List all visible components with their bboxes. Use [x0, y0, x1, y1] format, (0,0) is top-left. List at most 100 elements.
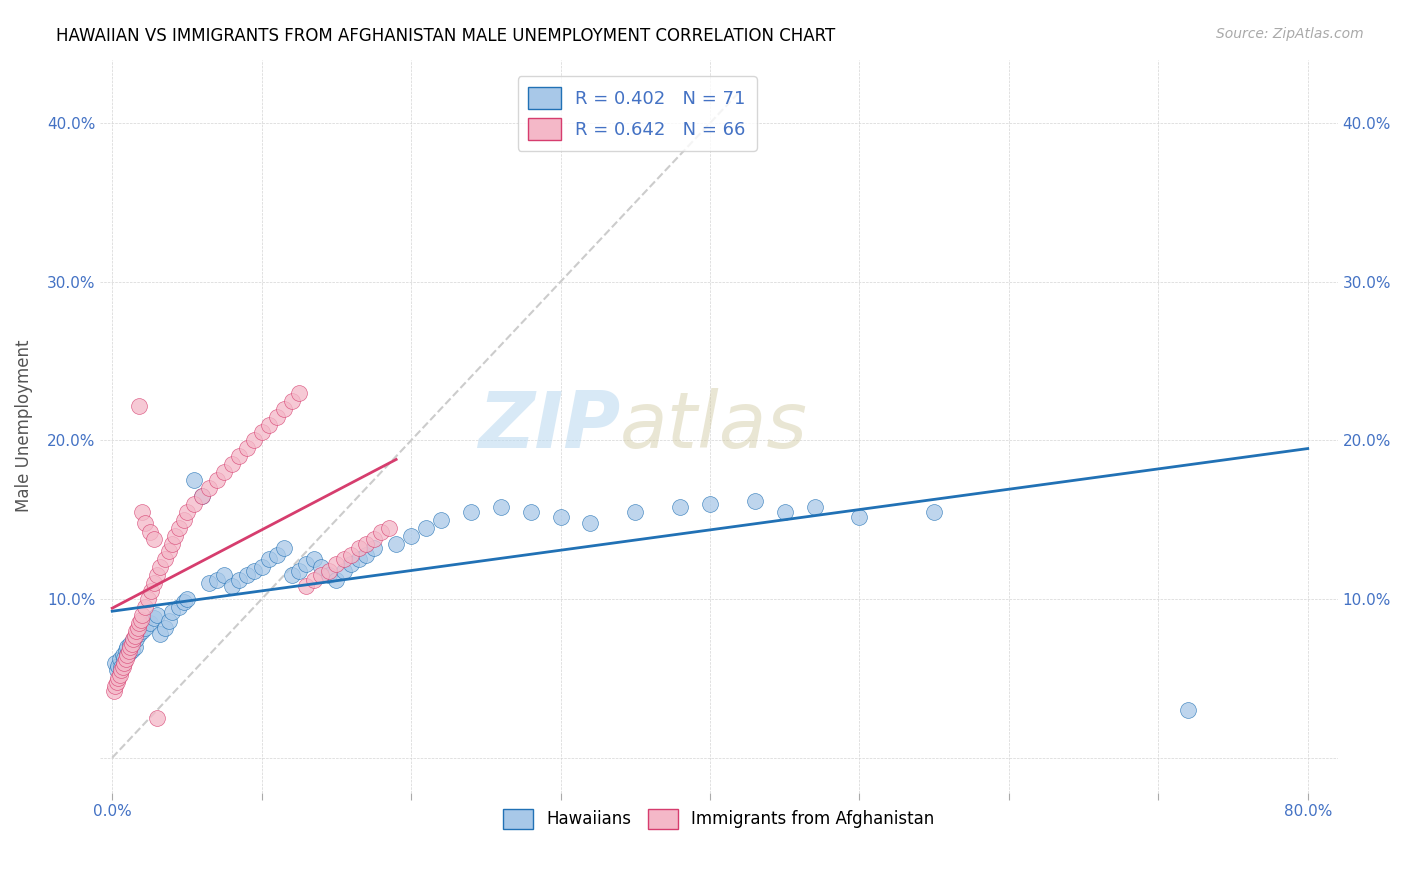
Point	[235, 442, 257, 456]
Point	[311, 560, 333, 574]
Point	[108, 652, 131, 666]
Point	[624, 505, 647, 519]
Point	[430, 513, 453, 527]
Point	[138, 525, 160, 540]
Point	[579, 516, 602, 530]
Point	[104, 679, 127, 693]
Point	[131, 505, 153, 519]
Point	[104, 656, 127, 670]
Point	[354, 548, 377, 562]
Point	[107, 672, 129, 686]
Point	[114, 643, 136, 657]
Point	[136, 592, 159, 607]
Point	[228, 573, 250, 587]
Point	[138, 615, 160, 630]
Point	[273, 401, 295, 416]
Point	[340, 548, 363, 562]
Point	[257, 552, 280, 566]
Point	[311, 568, 333, 582]
Point	[173, 595, 195, 609]
Point	[325, 573, 347, 587]
Point	[354, 536, 377, 550]
Point	[131, 624, 153, 638]
Point	[340, 557, 363, 571]
Point	[399, 528, 422, 542]
Point	[153, 552, 176, 566]
Point	[160, 536, 183, 550]
Point	[120, 640, 142, 654]
Point	[157, 544, 180, 558]
Point	[250, 560, 273, 574]
Point	[198, 481, 221, 495]
Point	[112, 650, 135, 665]
Point	[198, 576, 221, 591]
Point	[214, 465, 236, 479]
Point	[103, 684, 125, 698]
Point	[176, 592, 198, 607]
Point	[134, 516, 156, 530]
Point	[169, 521, 191, 535]
Point	[111, 648, 134, 662]
Point	[191, 489, 214, 503]
Point	[108, 668, 131, 682]
Point	[302, 573, 325, 587]
Point	[139, 584, 162, 599]
Point	[121, 643, 143, 657]
Point	[243, 564, 266, 578]
Point	[848, 509, 870, 524]
Point	[1177, 703, 1199, 717]
Point	[143, 611, 166, 625]
Point	[205, 473, 228, 487]
Point	[250, 425, 273, 440]
Point	[120, 636, 142, 650]
Point	[121, 636, 143, 650]
Text: ZIP: ZIP	[478, 388, 620, 464]
Point	[115, 640, 138, 654]
Point	[235, 568, 257, 582]
Point	[169, 600, 191, 615]
Point	[280, 568, 302, 582]
Point	[122, 632, 145, 646]
Point	[114, 652, 136, 666]
Point	[489, 500, 512, 514]
Point	[146, 607, 169, 622]
Point	[773, 505, 796, 519]
Point	[333, 564, 356, 578]
Point	[163, 528, 186, 542]
Point	[550, 509, 572, 524]
Point	[146, 568, 169, 582]
Point	[128, 399, 150, 413]
Point	[105, 674, 128, 689]
Point	[110, 664, 132, 678]
Point	[134, 621, 156, 635]
Point	[385, 536, 408, 550]
Point	[325, 557, 347, 571]
Point	[257, 417, 280, 432]
Point	[149, 627, 172, 641]
Text: HAWAIIAN VS IMMIGRANTS FROM AFGHANISTAN MALE UNEMPLOYMENT CORRELATION CHART: HAWAIIAN VS IMMIGRANTS FROM AFGHANISTAN …	[56, 27, 835, 45]
Point	[295, 557, 318, 571]
Point	[347, 552, 370, 566]
Point	[922, 505, 945, 519]
Y-axis label: Male Unemployment: Male Unemployment	[15, 340, 32, 512]
Point	[333, 552, 356, 566]
Point	[214, 568, 236, 582]
Point	[105, 664, 128, 678]
Text: atlas: atlas	[620, 388, 808, 464]
Point	[221, 457, 243, 471]
Point	[273, 541, 295, 556]
Point	[125, 624, 148, 638]
Point	[302, 552, 325, 566]
Point	[228, 450, 250, 464]
Point	[112, 656, 135, 670]
Point	[318, 564, 340, 578]
Point	[183, 473, 205, 487]
Text: Source: ZipAtlas.com: Source: ZipAtlas.com	[1216, 27, 1364, 41]
Legend: Hawaiians, Immigrants from Afghanistan: Hawaiians, Immigrants from Afghanistan	[496, 802, 942, 836]
Point	[129, 613, 152, 627]
Point	[744, 493, 766, 508]
Point	[191, 489, 214, 503]
Point	[157, 615, 180, 629]
Point	[122, 633, 145, 648]
Point	[669, 500, 692, 514]
